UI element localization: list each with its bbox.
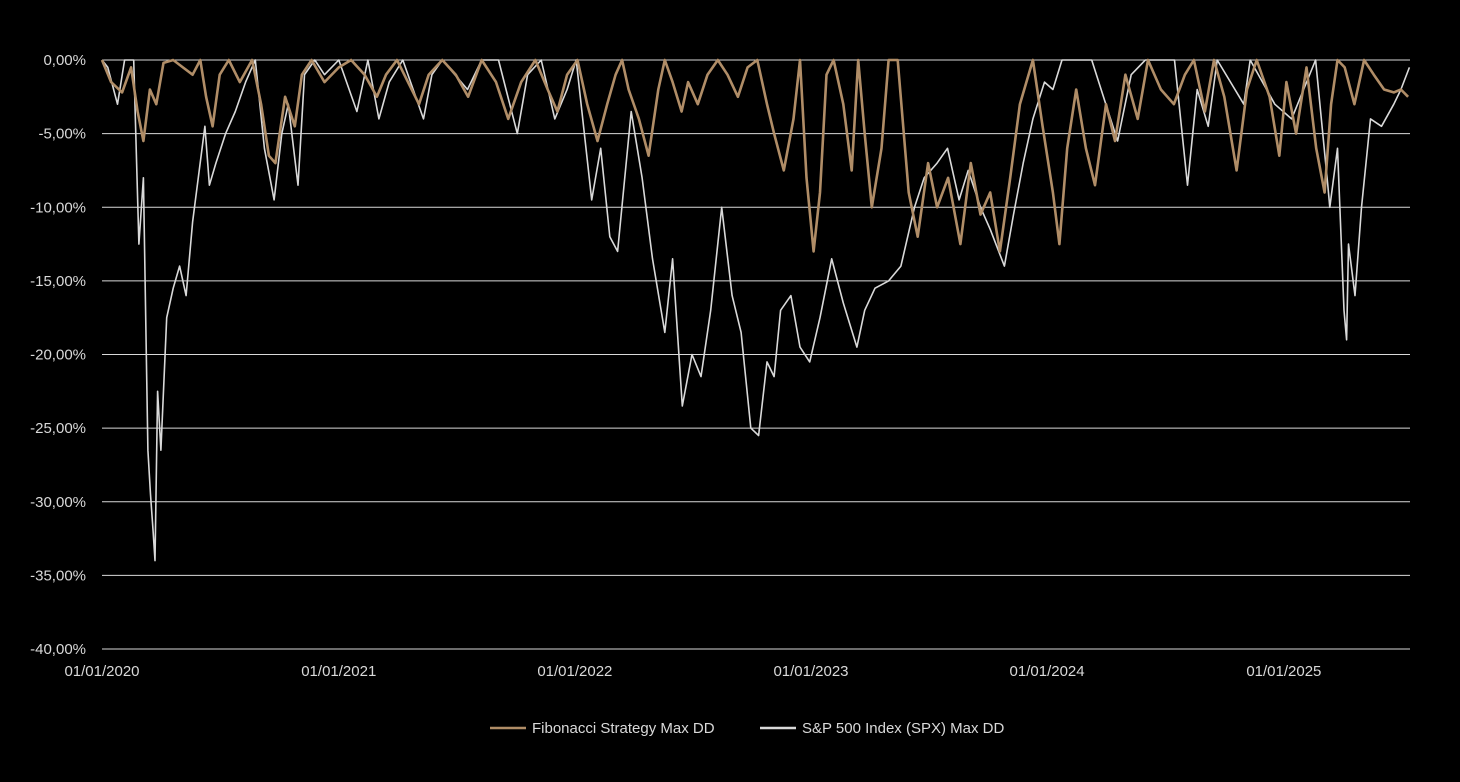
y-tick-label: -10,00% xyxy=(30,199,86,216)
x-tick-label: 01/01/2023 xyxy=(773,663,848,680)
x-tick-label: 01/01/2022 xyxy=(537,663,612,680)
y-tick-label: -30,00% xyxy=(30,494,86,511)
legend-label: S&P 500 Index (SPX) Max DD xyxy=(802,720,1004,737)
series-line-sp500 xyxy=(101,59,1411,562)
y-tick-label: -15,00% xyxy=(30,273,86,290)
y-tick-label: -25,00% xyxy=(30,420,86,437)
y-tick-label: -20,00% xyxy=(30,347,86,364)
legend: Fibonacci Strategy Max DD S&P 500 Index (… xyxy=(490,720,1004,737)
x-tick-label: 01/01/2020 xyxy=(64,663,139,680)
x-axis-ticks: 01/01/2020 01/01/2021 01/01/2022 01/01/2023… xyxy=(64,663,1321,680)
legend-entry: Fibonacci Strategy Max DD xyxy=(490,720,715,737)
gridlines xyxy=(102,59,1410,650)
legend-entry: S&P 500 Index (SPX) Max DD xyxy=(760,720,1004,737)
y-tick-label: -5,00% xyxy=(38,126,86,143)
series-lines xyxy=(100,58,1411,562)
x-tick-label: 01/01/2024 xyxy=(1010,663,1085,680)
y-axis-ticks: 0,00% -5,00% -10,00% -15,00% -20,00% -25,00% -… xyxy=(30,52,86,658)
legend-label: Fibonacci Strategy Max DD xyxy=(532,720,715,737)
y-tick-label: 0,00% xyxy=(43,52,86,69)
x-tick-label: 01/01/2025 xyxy=(1246,663,1321,680)
x-tick-label: 01/01/2021 xyxy=(301,663,376,680)
y-tick-label: -40,00% xyxy=(30,641,86,658)
y-tick-label: -35,00% xyxy=(30,567,86,584)
series-line-fibonacci-strategy xyxy=(100,58,1410,253)
